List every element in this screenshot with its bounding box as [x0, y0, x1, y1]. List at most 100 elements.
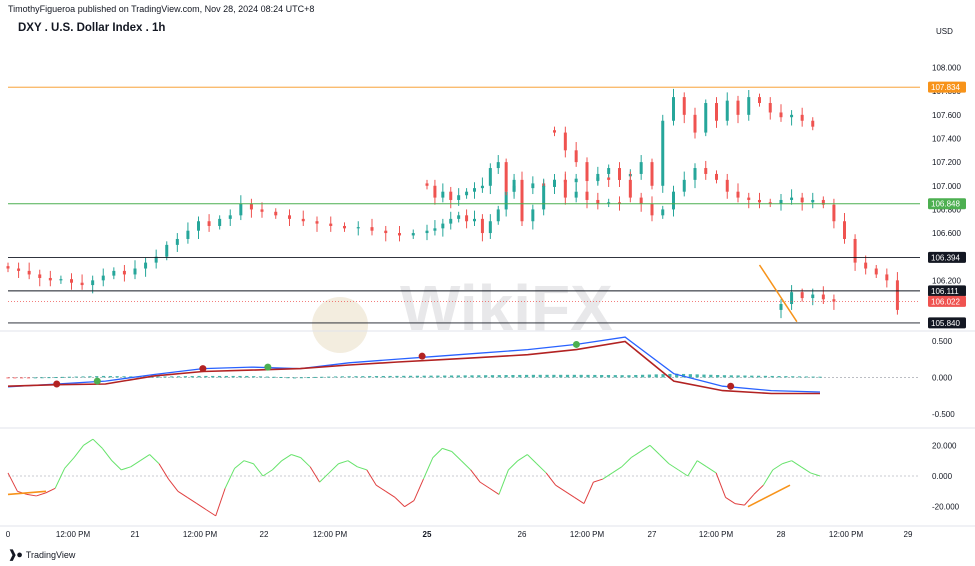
osc-line-segment: [583, 481, 594, 504]
osc-line-segment: [413, 478, 424, 501]
macd-histogram-bar: [381, 375, 385, 378]
osc-line-segment: [385, 490, 396, 498]
macd-histogram-bar: [129, 376, 133, 378]
macd-histogram-bar: [13, 377, 17, 379]
level-label-box: [928, 198, 966, 210]
osc-line-segment: [111, 460, 122, 471]
candle-body: [239, 203, 243, 216]
osc-line-segment: [347, 460, 358, 468]
osc-line-segment: [149, 454, 160, 465]
candle-body: [853, 238, 857, 263]
osc-line-segment: [54, 468, 66, 489]
osc-line-segment: [64, 457, 75, 469]
chart-title: DXY . U.S. Dollar Index . 1h: [18, 22, 166, 34]
candle-body: [496, 209, 500, 222]
candle-body: [790, 114, 794, 118]
macd-histogram-bar: [640, 374, 645, 378]
macd-histogram-bar: [224, 375, 228, 378]
osc-line-segment: [272, 460, 283, 471]
candle-body: [607, 202, 611, 204]
candle-body: [747, 197, 751, 200]
candle-body: [6, 266, 10, 269]
candle-body: [48, 277, 52, 281]
macd-histogram-bar: [402, 375, 406, 378]
candle-body: [574, 150, 578, 163]
macd-histogram-bar: [477, 375, 481, 378]
candle-body: [811, 199, 815, 203]
osc-line-segment: [83, 438, 94, 446]
candle-body: [758, 97, 761, 104]
macd-histogram-bar: [743, 375, 747, 378]
y-tick-label: 107.000: [932, 182, 961, 191]
macd-histogram-bar: [572, 374, 576, 378]
macd-histogram-bar: [518, 374, 522, 378]
macd-histogram-bar: [729, 375, 733, 378]
osc-line-segment: [319, 472, 330, 483]
candle-body: [411, 233, 415, 236]
candle-body: [563, 132, 567, 151]
macd-histogram-bar: [449, 375, 454, 378]
osc-line-segment: [394, 497, 405, 508]
candle-body: [715, 173, 718, 180]
osc-line-segment: [92, 438, 103, 449]
macd-histogram-bar: [777, 376, 781, 378]
trendline: [758, 264, 798, 323]
candle-body: [480, 185, 484, 189]
candle-body: [800, 292, 804, 299]
osc-line-segment: [187, 497, 198, 505]
osc-line-segment: [782, 460, 792, 465]
macd-histogram-bar: [313, 376, 317, 378]
macd-histogram-bar: [565, 374, 570, 378]
candle-body: [473, 218, 476, 222]
osc-line-segment: [470, 469, 481, 483]
macd-histogram-bar: [784, 376, 788, 378]
macd-histogram-bar: [238, 375, 242, 378]
tradingview-footer[interactable]: ❱● TradingView: [8, 548, 75, 561]
candle-body: [449, 218, 453, 224]
candle-body: [70, 279, 73, 283]
candle-body: [800, 114, 804, 121]
macd-histogram-bar: [722, 375, 727, 378]
wikifx-watermark: WikiFX: [400, 272, 613, 344]
osc-line-segment: [762, 469, 774, 486]
candle-body: [175, 238, 179, 245]
candle-body: [704, 168, 708, 174]
macd-histogram-bar: [20, 377, 24, 379]
osc-line-segment: [281, 454, 292, 462]
macd-histogram-bar: [204, 375, 208, 378]
macd-histogram-bar: [354, 376, 358, 378]
candle-body: [274, 211, 278, 216]
macd-histogram-bar: [333, 376, 338, 378]
candle-body: [301, 218, 305, 222]
osc-line-segment: [73, 445, 84, 458]
candle-body: [457, 195, 461, 200]
osc-line-segment: [234, 460, 245, 469]
macd-histogram-bar: [504, 375, 508, 378]
osc-line-segment: [338, 460, 349, 465]
y-tick-label: 107.400: [932, 134, 961, 143]
macd-histogram-bar: [756, 375, 761, 378]
macd-cross-marker: [418, 352, 426, 360]
macd-histogram-bar: [340, 376, 344, 378]
candle-body: [800, 197, 804, 203]
candle-body: [80, 282, 84, 286]
candle-body: [465, 215, 469, 222]
macd-histogram-bar: [688, 374, 692, 378]
candle-body: [639, 197, 643, 204]
osc-trendline: [747, 484, 791, 508]
macd-histogram-bar: [579, 374, 583, 378]
candle-body: [343, 225, 346, 229]
macd-histogram-bar: [538, 374, 542, 378]
candle-body: [133, 268, 137, 275]
macd-cross-marker: [264, 363, 272, 371]
footer-label: TradingView: [25, 549, 76, 560]
macd-histogram-bar: [709, 374, 713, 378]
y-tick-label: 107.200: [932, 158, 961, 167]
candle-body: [218, 218, 222, 226]
macd-histogram-bar: [286, 377, 290, 379]
candle-body: [228, 215, 232, 219]
x-tick-label: 0: [6, 530, 11, 539]
candle-body: [725, 179, 729, 192]
macd-histogram-bar: [770, 375, 774, 378]
macd-histogram-bar: [299, 377, 304, 379]
